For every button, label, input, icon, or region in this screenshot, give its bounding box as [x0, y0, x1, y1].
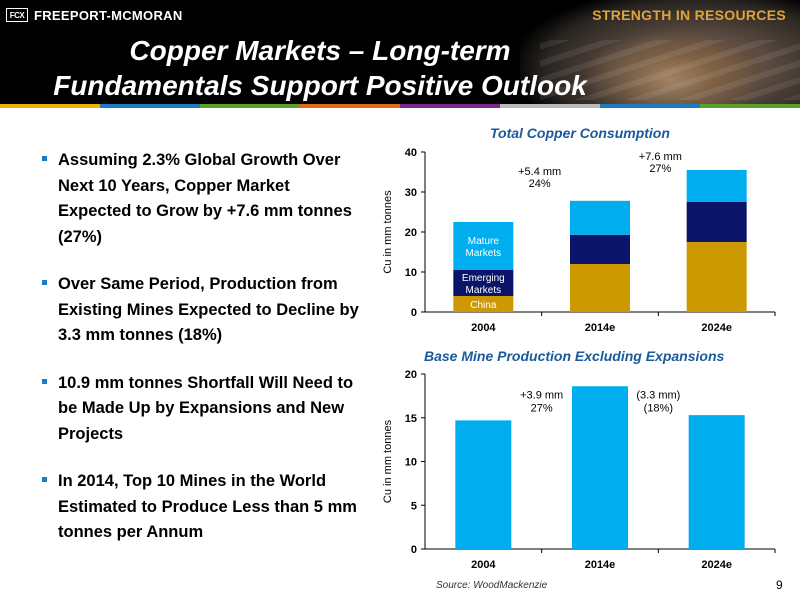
- chart1-bar-segment: [453, 296, 514, 312]
- chart2-title: Base Mine Production Excluding Expansion…: [424, 348, 725, 364]
- chart1-bar-segment: [570, 264, 630, 312]
- color-stripe-segment: [600, 104, 700, 108]
- logo-mark: FCX: [6, 8, 28, 22]
- chart1-y-axis-label: Cu in mm tonnes: [382, 190, 394, 274]
- chart1-bar-segment: [686, 242, 747, 312]
- chart1-y-tick-label: 0: [411, 307, 417, 319]
- color-stripe-segment: [200, 104, 300, 108]
- chart1-annotation: +7.6 mm: [639, 151, 682, 163]
- chart1-inline-label-china: China: [470, 300, 497, 311]
- chart1-bar-segment: [453, 222, 514, 270]
- color-stripe: [0, 104, 800, 108]
- chart2-bar: [688, 415, 745, 549]
- bullet-marker-icon: [42, 477, 47, 482]
- chart1-inline-label-emerging: Emerging: [462, 273, 505, 284]
- bullet-marker-icon: [42, 156, 47, 161]
- chart1-bar-segment: [570, 234, 630, 264]
- chart1-annotation: 27%: [649, 163, 671, 175]
- bullet-item: 10.9 mm tonnes Shortfall Will Need to be…: [40, 371, 360, 448]
- chart2-annotation: 27%: [531, 402, 553, 414]
- chart1-annotation: 24%: [529, 178, 551, 190]
- chart1-y-tick-label: 40: [405, 147, 417, 159]
- source-note: Source: WoodMackenzie: [436, 580, 548, 591]
- chart1-inline-label-mature: Mature: [468, 236, 500, 247]
- header-banner: FCX FREEPORT-MCMORAN STRENGTH IN RESOURC…: [0, 0, 800, 104]
- chart2-bar: [572, 386, 628, 549]
- chart2-annotation: (3.3 mm): [636, 389, 680, 401]
- chart1-x-tick-label: 2024e: [701, 322, 732, 334]
- chart1-y-tick-label: 30: [405, 187, 417, 199]
- color-stripe-segment: [300, 104, 400, 108]
- chart2-x-tick-label: 2014e: [585, 559, 616, 571]
- chart2-y-axis-label: Cu in mm tonnes: [382, 419, 394, 503]
- chart2-x-tick-label: 2004: [471, 559, 496, 571]
- chart2-bar: [455, 420, 512, 549]
- chart2-x-tick-label: 2024e: [701, 559, 732, 571]
- chart1-inline-label-mature: Markets: [466, 248, 502, 259]
- bullet-item: In 2014, Top 10 Mines in the World Estim…: [40, 469, 360, 546]
- bullet-marker-icon: [42, 280, 47, 285]
- chart1-annotation: +5.4 mm: [518, 166, 561, 178]
- chart1-bar-segment: [686, 170, 747, 202]
- color-stripe-segment: [500, 104, 600, 108]
- company-name: FREEPORT-MCMORAN: [34, 8, 183, 23]
- tagline: STRENGTH IN RESOURCES: [592, 7, 786, 23]
- chart1-x-tick-label: 2014e: [585, 322, 616, 334]
- page-number: 9: [776, 578, 783, 592]
- chart2-y-tick-label: 20: [405, 369, 417, 381]
- bullet-list: Assuming 2.3% Global Growth Over Next 10…: [40, 148, 360, 568]
- chart2-annotation: (18%): [644, 402, 673, 414]
- color-stripe-segment: [400, 104, 500, 108]
- consumption-chart: 0 10 20 30 40 Cu in mm tonnes 2004 2014e 2024e Ma…: [382, 147, 776, 334]
- color-stripe-segment: [100, 104, 200, 108]
- page-title-line1: Copper Markets – Long-term: [129, 35, 511, 66]
- chart1-title: Total Copper Consumption: [490, 125, 670, 141]
- chart1-y-tick-label: 20: [405, 227, 417, 239]
- chart2-y-tick-label: 10: [405, 457, 417, 469]
- chart1-bar-segment: [453, 270, 514, 296]
- chart1-y-tick-label: 10: [405, 267, 417, 279]
- chart1-x-tick-label: 2004: [471, 322, 496, 334]
- bullet-item: Assuming 2.3% Global Growth Over Next 10…: [40, 148, 360, 250]
- chart1-bar-segment: [686, 202, 747, 242]
- chart1-inline-label-emerging: Markets: [466, 285, 502, 296]
- chart2-y-tick-label: 15: [405, 413, 417, 425]
- bullet-marker-icon: [42, 378, 47, 384]
- production-chart: 0 5 10 15 20 Cu in mm tonnes 2004 2014e 2024e +3.…: [382, 369, 776, 571]
- chart2-y-tick-label: 0: [411, 544, 417, 556]
- color-stripe-segment: [0, 104, 100, 108]
- chart1-bar-segment: [570, 200, 630, 235]
- page-title-line2: Fundamentals Support Positive Outlook: [53, 70, 587, 101]
- color-stripe-segment: [700, 104, 800, 108]
- chart2-y-tick-label: 5: [411, 500, 417, 512]
- chart2-annotation: +3.9 mm: [520, 389, 563, 401]
- bullet-item: Over Same Period, Production from Existi…: [40, 272, 360, 349]
